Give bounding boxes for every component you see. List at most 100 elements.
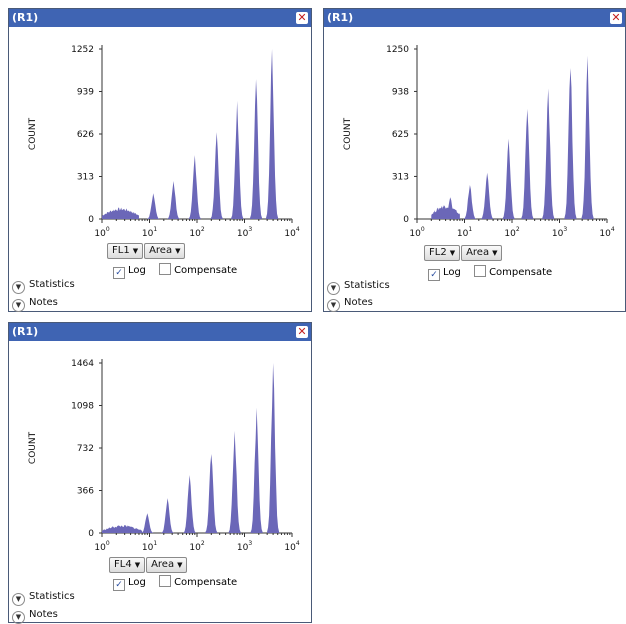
options-row: ✓ Log Compensate <box>113 575 237 591</box>
x-tick-label: 102 <box>189 226 204 239</box>
measure-dropdown[interactable]: Area ▼ <box>144 243 186 259</box>
notes-label: Notes <box>29 609 58 620</box>
chevron-down-icon: ▼ <box>12 299 25 312</box>
y-tick-label: 939 <box>77 88 94 98</box>
y-tick-label: 1250 <box>386 45 409 55</box>
close-icon[interactable]: ✕ <box>296 11 308 24</box>
chevron-down-icon: ▼ <box>134 561 141 569</box>
chevron-down-icon: ▼ <box>449 249 456 257</box>
notes-toggle[interactable]: ▼ Notes <box>12 297 58 312</box>
histogram-peak <box>521 108 534 219</box>
chevron-down-icon: ▼ <box>327 282 340 295</box>
panel-title-bar[interactable]: (R1) ✕ <box>324 9 625 27</box>
x-tick-label: 103 <box>237 540 252 553</box>
y-tick-label: 0 <box>403 215 409 225</box>
statistics-toggle[interactable]: ▼ Statistics <box>12 591 75 606</box>
histogram-peak <box>542 88 555 219</box>
histogram-peak <box>250 79 263 219</box>
compensate-checkbox[interactable] <box>474 265 487 277</box>
y-tick-label: 366 <box>77 487 94 497</box>
histogram-peak <box>267 363 280 533</box>
panel-title: (R1) <box>12 11 39 24</box>
log-checkbox[interactable]: ✓ <box>113 579 125 591</box>
histogram-panel-3: (R1) ✕ 0 366 732 1098 1464 COUNT 100 101 102 103 1… <box>8 322 312 624</box>
histogram-peak <box>564 68 577 219</box>
log-checkbox[interactable]: ✓ <box>428 269 440 281</box>
options-row: ✓ Log Compensate <box>428 265 552 281</box>
histogram-peak <box>231 100 244 219</box>
histogram-peak <box>161 498 174 533</box>
histogram-peak <box>250 407 263 533</box>
x-tick-label: 100 <box>94 540 109 553</box>
histogram-panel-2: (R1) ✕ 0 313 625 938 1250 COUNT 100 101 102 103 10… <box>323 8 626 312</box>
compensate-label: Compensate <box>489 267 553 278</box>
x-tick-label: 102 <box>504 226 519 239</box>
y-tick-label: 1464 <box>71 359 94 369</box>
x-tick-label: 101 <box>142 540 157 553</box>
histogram-peak <box>205 454 218 533</box>
compensate-checkbox[interactable] <box>159 575 172 587</box>
x-tick-label: 103 <box>552 226 567 239</box>
log-checkbox[interactable]: ✓ <box>113 267 125 279</box>
channel-value: FL1 <box>112 245 130 256</box>
statistics-toggle[interactable]: ▼ Statistics <box>12 279 75 294</box>
plot-controls: FL1 ▼ Area ▼ <box>107 243 186 259</box>
log-label: Log <box>128 265 146 276</box>
x-tick-label: 104 <box>284 540 299 553</box>
channel-dropdown[interactable]: FL4 ▼ <box>109 557 146 573</box>
histogram-peak <box>266 49 279 219</box>
noise-band <box>431 205 460 219</box>
histogram-peak <box>502 138 515 219</box>
histogram-peak <box>481 172 494 219</box>
close-icon[interactable]: ✕ <box>610 11 622 24</box>
measure-dropdown[interactable]: Area ▼ <box>461 245 503 261</box>
channel-value: FL4 <box>114 559 132 570</box>
close-icon[interactable]: ✕ <box>296 325 308 338</box>
notes-toggle[interactable]: ▼ Notes <box>12 609 58 624</box>
chevron-down-icon: ▼ <box>12 281 25 294</box>
histogram-chart: 0 313 626 939 1252 COUNT 100 101 102 103 104 <box>28 45 300 239</box>
statistics-toggle[interactable]: ▼ Statistics <box>327 280 390 295</box>
histogram-peak <box>228 430 241 533</box>
options-row: ✓ Log Compensate <box>113 263 237 279</box>
x-tick-label: 101 <box>142 226 157 239</box>
plot-controls: FL2 ▼ Area ▼ <box>424 245 503 261</box>
histogram-peak <box>147 193 160 219</box>
chevron-down-icon: ▼ <box>175 247 181 255</box>
panel-title: (R1) <box>327 11 354 24</box>
notes-label: Notes <box>29 297 58 308</box>
panel-title-bar[interactable]: (R1) ✕ <box>9 323 311 341</box>
x-tick-label: 101 <box>457 226 472 239</box>
compensate-label: Compensate <box>174 577 238 588</box>
channel-value: FL2 <box>429 247 447 258</box>
x-tick-label: 100 <box>94 226 109 239</box>
y-tick-label: 313 <box>77 173 94 183</box>
y-tick-label: 626 <box>77 130 94 140</box>
measure-dropdown[interactable]: Area ▼ <box>146 557 188 573</box>
compensate-checkbox[interactable] <box>159 263 172 275</box>
histogram-chart: 0 313 625 938 1250 COUNT 100 101 102 103 104 <box>343 45 615 239</box>
log-label: Log <box>443 267 461 278</box>
y-tick-label: 938 <box>392 87 409 97</box>
channel-dropdown[interactable]: FL2 ▼ <box>424 245 461 261</box>
y-tick-label: 0 <box>88 215 94 225</box>
histogram-peak <box>444 197 457 219</box>
chevron-down-icon: ▼ <box>12 593 25 606</box>
histogram-peak <box>463 185 476 219</box>
y-axis-label: COUNT <box>343 117 353 150</box>
measure-value: Area <box>466 247 490 258</box>
histogram-peak <box>581 55 594 219</box>
histogram-panel-1: (R1) ✕ 0 313 626 939 1252 COUNT 100 101 102 103 10… <box>8 8 312 312</box>
x-tick-label: 103 <box>237 226 252 239</box>
histogram-peak <box>167 180 180 219</box>
histogram-chart: 0 366 732 1098 1464 COUNT 100 101 102 103 104 <box>28 359 300 553</box>
chevron-down-icon: ▼ <box>492 249 498 257</box>
channel-dropdown[interactable]: FL1 ▼ <box>107 243 144 259</box>
y-tick-label: 732 <box>77 444 94 454</box>
x-tick-label: 104 <box>284 226 299 239</box>
chevron-down-icon: ▼ <box>177 561 183 569</box>
notes-toggle[interactable]: ▼ Notes <box>327 297 373 312</box>
log-label: Log <box>128 577 146 588</box>
panel-title-bar[interactable]: (R1) ✕ <box>9 9 311 27</box>
measure-value: Area <box>149 245 173 256</box>
